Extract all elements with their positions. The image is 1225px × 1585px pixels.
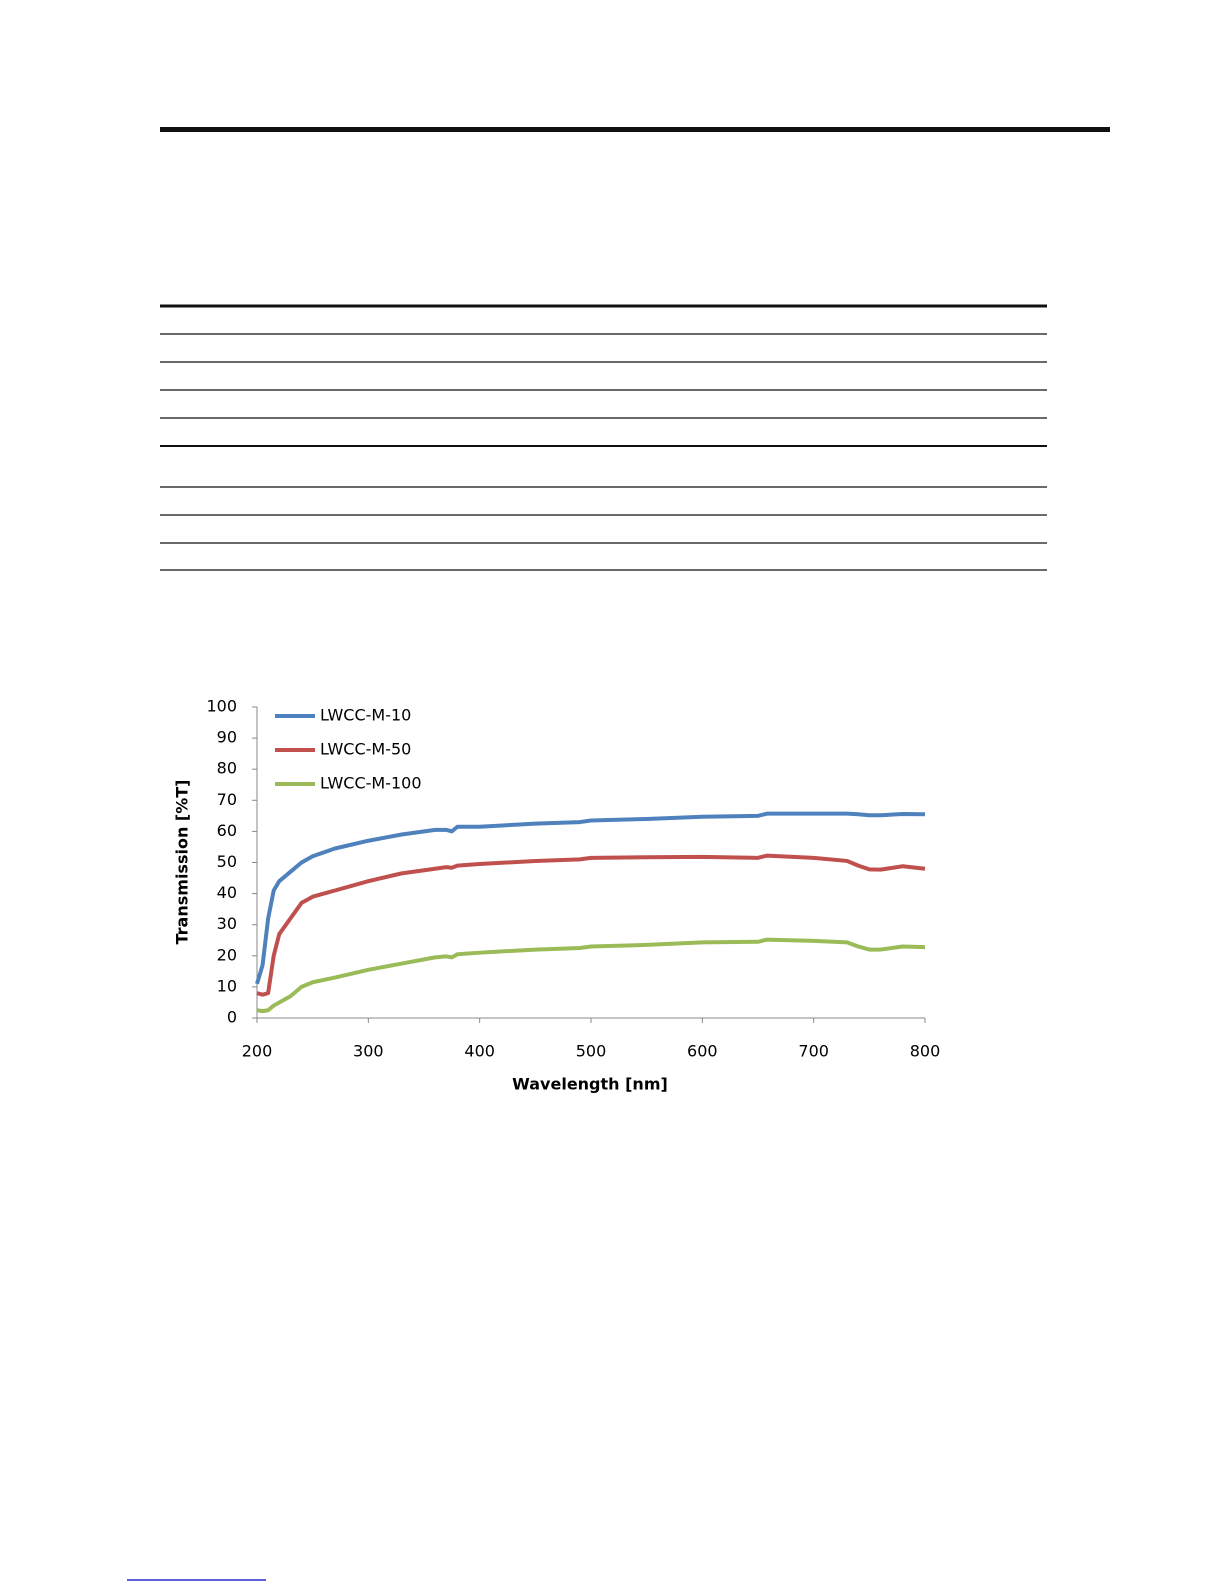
- legend-label: LWCC-M-10: [320, 706, 411, 725]
- y-tick-label: 70: [217, 790, 237, 809]
- x-tick-label: 300: [353, 1042, 384, 1061]
- header-rule: [160, 127, 1110, 132]
- y-tick-label: 0: [227, 1008, 237, 1027]
- y-tick-label: 80: [217, 759, 237, 778]
- y-tick-label: 30: [217, 914, 237, 933]
- y-tick-label: 40: [217, 883, 237, 902]
- series-line: [256, 853, 926, 997]
- y-tick-label: 100: [206, 697, 237, 716]
- legend-label: LWCC-M-50: [320, 740, 411, 759]
- series-line: [255, 811, 926, 985]
- x-tick-label: 500: [576, 1042, 607, 1061]
- y-tick-label: 90: [217, 728, 237, 747]
- y-tick-label: 50: [217, 852, 237, 871]
- x-tick-label: 400: [464, 1042, 495, 1061]
- y-tick-label: 20: [217, 945, 237, 964]
- x-tick-label: 700: [798, 1042, 829, 1061]
- x-tick-label: 200: [242, 1042, 273, 1061]
- y-tick-label: 10: [217, 976, 237, 995]
- x-tick-label: 800: [910, 1042, 941, 1061]
- table-rules: [160, 304, 1047, 571]
- x-tick-label: 600: [687, 1042, 718, 1061]
- x-axis-label: Wavelength [nm]: [512, 1075, 668, 1094]
- chart: Wavelength [nm] Transmission [%T] 0 10 20 3…: [173, 697, 941, 1094]
- legend-label: LWCC-M-100: [320, 774, 422, 793]
- y-axis-label: Transmission [%T]: [173, 780, 192, 945]
- series-line: [256, 937, 926, 1014]
- y-tick-label: 60: [217, 821, 237, 840]
